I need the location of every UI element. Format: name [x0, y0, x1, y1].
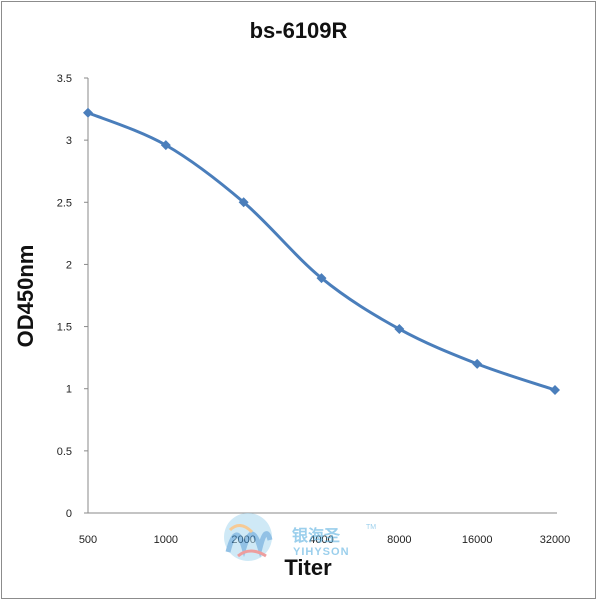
- series-line-group: [83, 107, 560, 395]
- watermark-tm: TM: [366, 524, 376, 531]
- y-tick-label: 0: [66, 508, 72, 520]
- y-tick-label: 3: [66, 135, 72, 147]
- y-tick-label: 2.5: [57, 197, 72, 209]
- x-tick-label: 1000: [154, 534, 178, 546]
- data-point-marker: [238, 197, 249, 208]
- data-point-marker: [550, 384, 560, 395]
- y-tick-label: 3.5: [57, 73, 72, 85]
- y-tick-label: 2: [66, 259, 72, 271]
- y-tick-labels: 0 0.5 1 1.5 2 2.5 3 3.5: [57, 73, 88, 520]
- y-tick-label: 1: [66, 384, 72, 396]
- watermark-subtext: YIHYSON: [293, 546, 350, 558]
- x-tick-label: 16000: [462, 534, 493, 546]
- chart-title: bs-6109R: [249, 18, 348, 43]
- watermark-text: 银海圣: [292, 526, 341, 545]
- axes: [87, 78, 557, 514]
- data-point-marker: [472, 358, 483, 369]
- data-point-marker: [316, 273, 327, 284]
- watermark-logo: 银海圣 TM YIHYSON: [224, 513, 376, 561]
- y-tick-label: 1.5: [57, 322, 72, 334]
- x-tick-label: 8000: [387, 534, 411, 546]
- x-axis-title: Titer: [284, 555, 332, 580]
- y-tick-label: 0.5: [57, 446, 72, 458]
- x-tick-label: 32000: [540, 534, 571, 546]
- x-tick-label: 500: [79, 534, 97, 546]
- watermark-emblem-icon: [224, 513, 273, 561]
- series-line: [87, 111, 556, 392]
- x-tick-label: 4000: [309, 534, 333, 546]
- data-point-marker: [394, 324, 405, 335]
- data-point-marker: [160, 140, 171, 151]
- y-axis-title: OD450nm: [13, 245, 38, 348]
- data-point-marker: [83, 107, 93, 118]
